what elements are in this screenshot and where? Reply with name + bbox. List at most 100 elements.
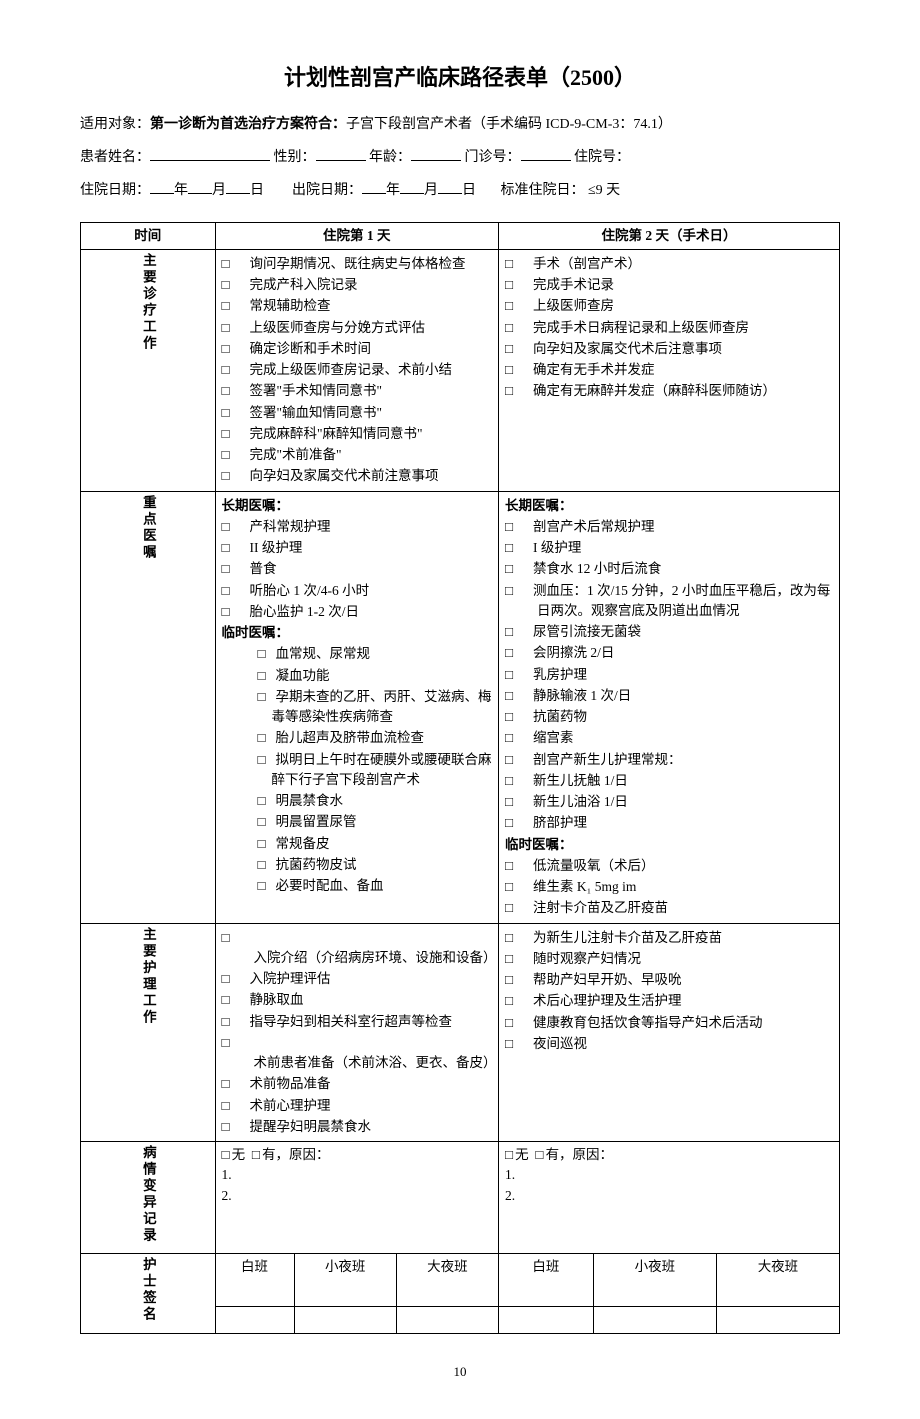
row-variance: 病情变异记录: [81, 1142, 216, 1254]
checklist-item[interactable]: 术前心理护理: [222, 1096, 493, 1116]
day1-orders: 长期医嘱： 产科常规护理II 级护理普食听胎心 1 次/4-6 小时胎心监护 1…: [215, 491, 499, 923]
variance-none-checkbox[interactable]: [505, 1147, 515, 1162]
checklist-item[interactable]: 询问孕期情况、既往病史与体格检查: [222, 254, 493, 274]
checklist-item[interactable]: II 级护理: [222, 538, 493, 558]
checklist-item[interactable]: 静脉取血: [222, 990, 493, 1010]
variance-none-checkbox[interactable]: [222, 1147, 232, 1162]
checklist-item[interactable]: 孕期未查的乙肝、丙肝、艾滋病、梅毒等感染性疾病筛查: [222, 687, 493, 728]
checklist-item[interactable]: I 级护理: [505, 538, 833, 558]
day2-variance: 无 有，原因： 1. 2.: [499, 1142, 840, 1254]
dates-line: 住院日期：年月日 出院日期：年月日 标准住院日： ≤9 天: [80, 178, 840, 203]
sig-cell[interactable]: [294, 1306, 396, 1333]
day2-work: 手术（剖宫产术）完成手术记录上级医师查房完成手术日病程记录和上级医师查房向孕妇及…: [499, 249, 840, 491]
checklist-item[interactable]: 胎儿超声及脐带血流检查: [222, 728, 493, 748]
checklist-item[interactable]: 术后心理护理及生活护理: [505, 991, 833, 1011]
checklist-item[interactable]: 术前物品准备: [222, 1074, 493, 1094]
day2-orders: 长期医嘱： 剖宫产术后常规护理I 级护理禁食水 12 小时后流食测血压：1 次/…: [499, 491, 840, 923]
checklist-item[interactable]: 完成手术记录: [505, 275, 833, 295]
checklist-item[interactable]: 乳房护理: [505, 665, 833, 685]
sig-cell[interactable]: [499, 1306, 594, 1333]
outpatient-field[interactable]: [521, 146, 571, 161]
admit-y[interactable]: [150, 179, 174, 194]
col-day2: 住院第 2 天（手术日）: [499, 222, 840, 249]
variance-line2: 2.: [222, 1186, 493, 1206]
checklist-item[interactable]: 随时观察产妇情况: [505, 949, 833, 969]
checklist-item[interactable]: 胎心监护 1-2 次/日: [222, 602, 493, 622]
checklist-item[interactable]: 提醒孕妇明晨禁食水: [222, 1117, 493, 1137]
checklist-item[interactable]: 完成产科入院记录: [222, 275, 493, 295]
page-number: 10: [80, 1364, 840, 1380]
checklist-item[interactable]: 完成手术日病程记录和上级医师查房: [505, 318, 833, 338]
checklist-item[interactable]: 维生素 K₁ 5mg im: [505, 877, 833, 897]
checklist-item[interactable]: 测血压：1 次/15 分钟，2 小时血压平稳后，改为每日两次。观察宫底及阴道出血…: [505, 581, 833, 622]
checklist-item[interactable]: 手术（剖宫产术）: [505, 254, 833, 274]
checklist-item[interactable]: 拟明日上午时在硬膜外或腰硬联合麻醉下行子宫下段剖宫产术: [222, 750, 493, 791]
discharge-y[interactable]: [362, 179, 386, 194]
checklist-item[interactable]: 必要时配血、备血: [222, 876, 493, 896]
checklist-item[interactable]: 指导孕妇到相关科室行超声等检查: [222, 1012, 493, 1032]
checklist-item[interactable]: 确定诊断和手术时间: [222, 339, 493, 359]
checklist-item[interactable]: 注射卡介苗及乙肝疫苗: [505, 898, 833, 918]
checklist-item[interactable]: 完成麻醉科"麻醉知情同意书": [222, 424, 493, 444]
admit-m[interactable]: [188, 179, 212, 194]
checklist-item[interactable]: 入院护理评估: [222, 969, 493, 989]
admit-d[interactable]: [226, 179, 250, 194]
checklist-item[interactable]: 听胎心 1 次/4-6 小时: [222, 581, 493, 601]
variance-line2: 2.: [505, 1186, 833, 1206]
checklist-item[interactable]: 抗菌药物皮试: [222, 855, 493, 875]
checklist-item[interactable]: 禁食水 12 小时后流食: [505, 559, 833, 579]
checklist-item[interactable]: 常规辅助检查: [222, 296, 493, 316]
sig-cell[interactable]: [716, 1306, 839, 1333]
discharge-d[interactable]: [438, 179, 462, 194]
checklist-item[interactable]: 健康教育包括饮食等指导产妇术后活动: [505, 1013, 833, 1033]
checklist-item[interactable]: 明晨留置尿管: [222, 812, 493, 832]
checklist-item[interactable]: 帮助产妇早开奶、早吸吮: [505, 970, 833, 990]
checklist-item[interactable]: 签署"输血知情同意书": [222, 403, 493, 423]
discharge-label: 出院日期：: [292, 183, 362, 198]
name-field[interactable]: [150, 146, 270, 161]
checklist-item[interactable]: 会阴擦洗 2/日: [505, 643, 833, 663]
checklist-item[interactable]: 向孕妇及家属交代术前注意事项: [222, 466, 493, 486]
checklist-item[interactable]: 抗菌药物: [505, 707, 833, 727]
checklist-item[interactable]: 上级医师查房与分娩方式评估: [222, 318, 493, 338]
checklist-item[interactable]: 剖宫产术后常规护理: [505, 517, 833, 537]
checklist-item[interactable]: 常规备皮: [222, 834, 493, 854]
checklist-item[interactable]: 签署"手术知情同意书": [222, 381, 493, 401]
checklist-item[interactable]: 产科常规护理: [222, 517, 493, 537]
checklist-item[interactable]: 术前患者准备（术前沐浴、更衣、备皮）: [222, 1033, 493, 1074]
checklist-item[interactable]: 凝血功能: [222, 666, 493, 686]
checklist-item[interactable]: 新生儿抚触 1/日: [505, 771, 833, 791]
checklist-item[interactable]: 夜间巡视: [505, 1034, 833, 1054]
checklist-item[interactable]: 缩宫素: [505, 728, 833, 748]
day1-variance: 无 有，原因： 1. 2.: [215, 1142, 499, 1254]
variance-yes-checkbox[interactable]: [252, 1147, 262, 1162]
checklist-item[interactable]: 血常规、尿常规: [222, 644, 493, 664]
sig-cell[interactable]: [396, 1306, 498, 1333]
checklist-item[interactable]: 完成"术前准备": [222, 445, 493, 465]
checklist-item[interactable]: 明晨禁食水: [222, 791, 493, 811]
checklist-item[interactable]: 入院介绍（介绍病房环境、设施和设备）: [222, 928, 493, 969]
checklist-item[interactable]: 完成上级医师查房记录、术前小结: [222, 360, 493, 380]
checklist-item[interactable]: 确定有无麻醉并发症（麻醉科医师随访）: [505, 381, 833, 401]
checklist-item[interactable]: 尿管引流接无菌袋: [505, 622, 833, 642]
checklist-item[interactable]: 为新生儿注射卡介苗及乙肝疫苗: [505, 928, 833, 948]
checklist-item[interactable]: 脐部护理: [505, 813, 833, 833]
checklist-item[interactable]: 确定有无手术并发症: [505, 360, 833, 380]
age-field[interactable]: [411, 146, 461, 161]
sig-cell[interactable]: [215, 1306, 294, 1333]
checklist-item[interactable]: 向孕妇及家属交代术后注意事项: [505, 339, 833, 359]
checklist-item[interactable]: 静脉输液 1 次/日: [505, 686, 833, 706]
discharge-m[interactable]: [400, 179, 424, 194]
sig-cell[interactable]: [593, 1306, 716, 1333]
pathway-table: 时间 住院第 1 天 住院第 2 天（手术日） 主要诊疗工作 询问孕期情况、既往…: [80, 222, 840, 1334]
checklist-item[interactable]: 剖宫产新生儿护理常规：: [505, 750, 833, 770]
day2-long-label: 长期医嘱：: [505, 496, 833, 516]
sex-field[interactable]: [316, 146, 366, 161]
applies-rest: 子宫下段剖宫产术者（手术编码 ICD-9-CM-3：74.1）: [346, 117, 672, 132]
checklist-item[interactable]: 新生儿油浴 1/日: [505, 792, 833, 812]
variance-line1: 1.: [505, 1165, 833, 1185]
checklist-item[interactable]: 低流量吸氧（术后）: [505, 856, 833, 876]
checklist-item[interactable]: 普食: [222, 559, 493, 579]
variance-yes-checkbox[interactable]: [535, 1147, 545, 1162]
checklist-item[interactable]: 上级医师查房: [505, 296, 833, 316]
